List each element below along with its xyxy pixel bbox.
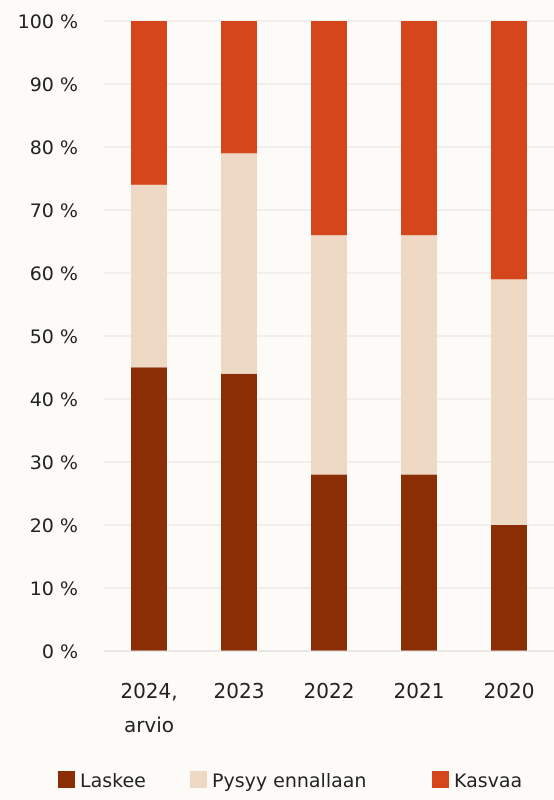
x-tick-label: 2023	[214, 679, 265, 703]
bar-laskee-1	[221, 373, 257, 651]
x-tick-label-line: 2024,	[120, 679, 177, 703]
legend-swatch	[432, 771, 449, 788]
bar-laskee-4	[491, 525, 527, 651]
legend-label: Kasvaa	[454, 770, 522, 792]
y-axis: 0 % 10 % 20 % 30 % 40 % 50 % 60 % 70 % 80 % 90 % 1…	[18, 11, 78, 663]
y-tick-label: 60 %	[30, 263, 78, 285]
x-tick-label: 2024, arvio	[120, 679, 177, 737]
bar-pysyy-ennallaan-4	[491, 279, 527, 525]
y-tick-label: 30 %	[30, 452, 78, 474]
y-tick-label: 20 %	[30, 515, 78, 537]
bar-kasvaa-1	[221, 21, 257, 154]
x-tick-label: 2020	[484, 679, 535, 703]
bar-kasvaa-2	[311, 21, 347, 236]
bar-pysyy-ennallaan-1	[221, 153, 257, 374]
bar-laskee-3	[401, 474, 437, 651]
bar-pysyy-ennallaan-0	[131, 184, 167, 368]
legend-swatch	[190, 771, 207, 788]
y-tick-label: 100 %	[18, 11, 78, 33]
legend-item: Pysyy ennallaan	[190, 770, 366, 792]
y-tick-label: 10 %	[30, 578, 78, 600]
y-tick-label: 50 %	[30, 326, 78, 348]
x-tick-label-line: 2021	[394, 679, 445, 703]
legend-item: Kasvaa	[432, 770, 522, 792]
y-tick-label: 70 %	[30, 200, 78, 222]
y-tick-label: 0 %	[42, 641, 78, 663]
x-tick-label-line: arvio	[124, 713, 174, 737]
y-tick-label: 90 %	[30, 74, 78, 96]
bar-laskee-2	[311, 474, 347, 651]
bars	[131, 21, 527, 651]
x-axis: 2024, arvio 2023 2022 2021 2020	[120, 679, 534, 737]
x-tick-label-line: 2022	[304, 679, 355, 703]
x-tick-label: 2022	[304, 679, 355, 703]
legend-swatch	[58, 771, 75, 788]
x-tick-label: 2021	[394, 679, 445, 703]
legend-item: Laskee	[58, 770, 146, 792]
legend: Laskee Pysyy ennallaan Kasvaa	[58, 770, 522, 792]
bar-kasvaa-4	[491, 21, 527, 280]
x-tick-label-line: 2023	[214, 679, 265, 703]
x-tick-label-line: 2020	[484, 679, 535, 703]
y-tick-label: 40 %	[30, 389, 78, 411]
bar-laskee-0	[131, 367, 167, 651]
legend-label: Laskee	[80, 770, 146, 792]
y-tick-label: 80 %	[30, 137, 78, 159]
legend-label: Pysyy ennallaan	[212, 770, 366, 792]
bar-kasvaa-3	[401, 21, 437, 236]
bar-kasvaa-0	[131, 21, 167, 185]
bar-pysyy-ennallaan-2	[311, 235, 347, 475]
bar-pysyy-ennallaan-3	[401, 235, 437, 475]
